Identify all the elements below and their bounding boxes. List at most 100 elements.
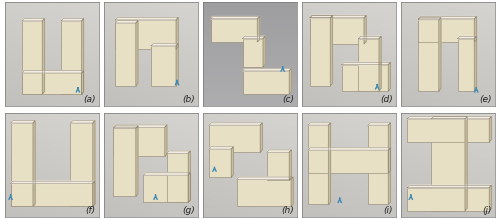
Polygon shape bbox=[82, 19, 84, 94]
Polygon shape bbox=[136, 21, 138, 86]
Polygon shape bbox=[310, 16, 366, 18]
Polygon shape bbox=[258, 17, 260, 42]
Polygon shape bbox=[407, 117, 492, 119]
Polygon shape bbox=[407, 185, 492, 188]
Polygon shape bbox=[114, 125, 167, 127]
Polygon shape bbox=[490, 185, 492, 210]
Polygon shape bbox=[144, 173, 190, 175]
Bar bbox=[210, 19, 258, 42]
Bar bbox=[418, 20, 439, 91]
Polygon shape bbox=[418, 18, 441, 20]
Polygon shape bbox=[70, 121, 95, 123]
Bar bbox=[310, 18, 330, 86]
Bar bbox=[458, 39, 474, 91]
Bar bbox=[151, 46, 176, 86]
Polygon shape bbox=[61, 19, 84, 21]
Polygon shape bbox=[10, 121, 35, 123]
Polygon shape bbox=[237, 177, 293, 179]
Bar bbox=[308, 150, 388, 173]
Bar bbox=[242, 39, 263, 67]
Bar bbox=[418, 19, 474, 42]
Polygon shape bbox=[165, 125, 167, 156]
Bar bbox=[114, 128, 136, 196]
Polygon shape bbox=[167, 151, 190, 153]
Polygon shape bbox=[242, 36, 265, 39]
Bar bbox=[368, 125, 388, 204]
Bar bbox=[144, 175, 188, 202]
Polygon shape bbox=[308, 148, 390, 150]
Polygon shape bbox=[458, 36, 476, 39]
Polygon shape bbox=[290, 69, 292, 94]
Bar bbox=[237, 179, 291, 206]
Text: (f): (f) bbox=[86, 206, 96, 215]
Polygon shape bbox=[209, 147, 234, 149]
Text: (e): (e) bbox=[480, 95, 492, 104]
Polygon shape bbox=[176, 18, 178, 49]
Bar bbox=[407, 188, 490, 210]
Bar bbox=[10, 123, 33, 206]
Polygon shape bbox=[418, 17, 476, 19]
Polygon shape bbox=[388, 123, 390, 204]
Polygon shape bbox=[290, 150, 292, 180]
Text: (g): (g) bbox=[182, 206, 195, 215]
Polygon shape bbox=[209, 123, 262, 125]
Bar bbox=[209, 125, 260, 152]
Bar bbox=[22, 21, 42, 94]
Polygon shape bbox=[328, 123, 330, 204]
Polygon shape bbox=[474, 17, 476, 42]
Polygon shape bbox=[291, 177, 293, 206]
Polygon shape bbox=[242, 69, 292, 71]
Polygon shape bbox=[368, 123, 390, 125]
Polygon shape bbox=[176, 44, 178, 86]
Bar bbox=[209, 149, 232, 177]
Bar bbox=[10, 184, 93, 206]
Bar bbox=[267, 152, 289, 180]
Text: (b): (b) bbox=[182, 95, 195, 104]
Polygon shape bbox=[114, 126, 138, 128]
Text: (a): (a) bbox=[83, 95, 96, 104]
Polygon shape bbox=[308, 123, 330, 125]
Text: (c): (c) bbox=[282, 95, 294, 104]
Polygon shape bbox=[82, 71, 84, 94]
Polygon shape bbox=[364, 16, 366, 44]
Bar bbox=[242, 71, 290, 94]
Bar bbox=[22, 73, 82, 94]
Polygon shape bbox=[188, 173, 190, 202]
Bar bbox=[407, 119, 490, 142]
Polygon shape bbox=[439, 18, 441, 91]
Text: (h): (h) bbox=[281, 206, 294, 215]
Polygon shape bbox=[10, 181, 95, 184]
Polygon shape bbox=[151, 44, 178, 46]
Polygon shape bbox=[116, 18, 178, 20]
Polygon shape bbox=[330, 16, 332, 86]
Bar bbox=[358, 39, 379, 91]
Bar bbox=[308, 125, 328, 204]
Bar bbox=[310, 18, 364, 44]
Polygon shape bbox=[263, 36, 265, 67]
Bar bbox=[70, 123, 93, 206]
Polygon shape bbox=[474, 36, 476, 91]
Polygon shape bbox=[388, 148, 390, 173]
Polygon shape bbox=[22, 71, 84, 73]
Bar bbox=[167, 153, 188, 202]
Polygon shape bbox=[116, 21, 138, 23]
Polygon shape bbox=[210, 17, 260, 19]
Polygon shape bbox=[379, 36, 381, 91]
Polygon shape bbox=[342, 62, 390, 65]
Bar bbox=[116, 20, 176, 49]
Bar bbox=[61, 21, 82, 94]
Polygon shape bbox=[432, 117, 467, 119]
Bar bbox=[432, 119, 465, 210]
Bar bbox=[114, 127, 165, 156]
Polygon shape bbox=[267, 150, 291, 152]
Text: (j): (j) bbox=[482, 206, 492, 215]
Text: (i): (i) bbox=[384, 206, 393, 215]
Polygon shape bbox=[93, 181, 95, 206]
Polygon shape bbox=[388, 62, 390, 91]
Polygon shape bbox=[490, 117, 492, 142]
Text: (d): (d) bbox=[380, 95, 393, 104]
Polygon shape bbox=[465, 117, 467, 210]
Polygon shape bbox=[33, 121, 35, 206]
Polygon shape bbox=[260, 123, 262, 152]
Polygon shape bbox=[310, 16, 332, 18]
